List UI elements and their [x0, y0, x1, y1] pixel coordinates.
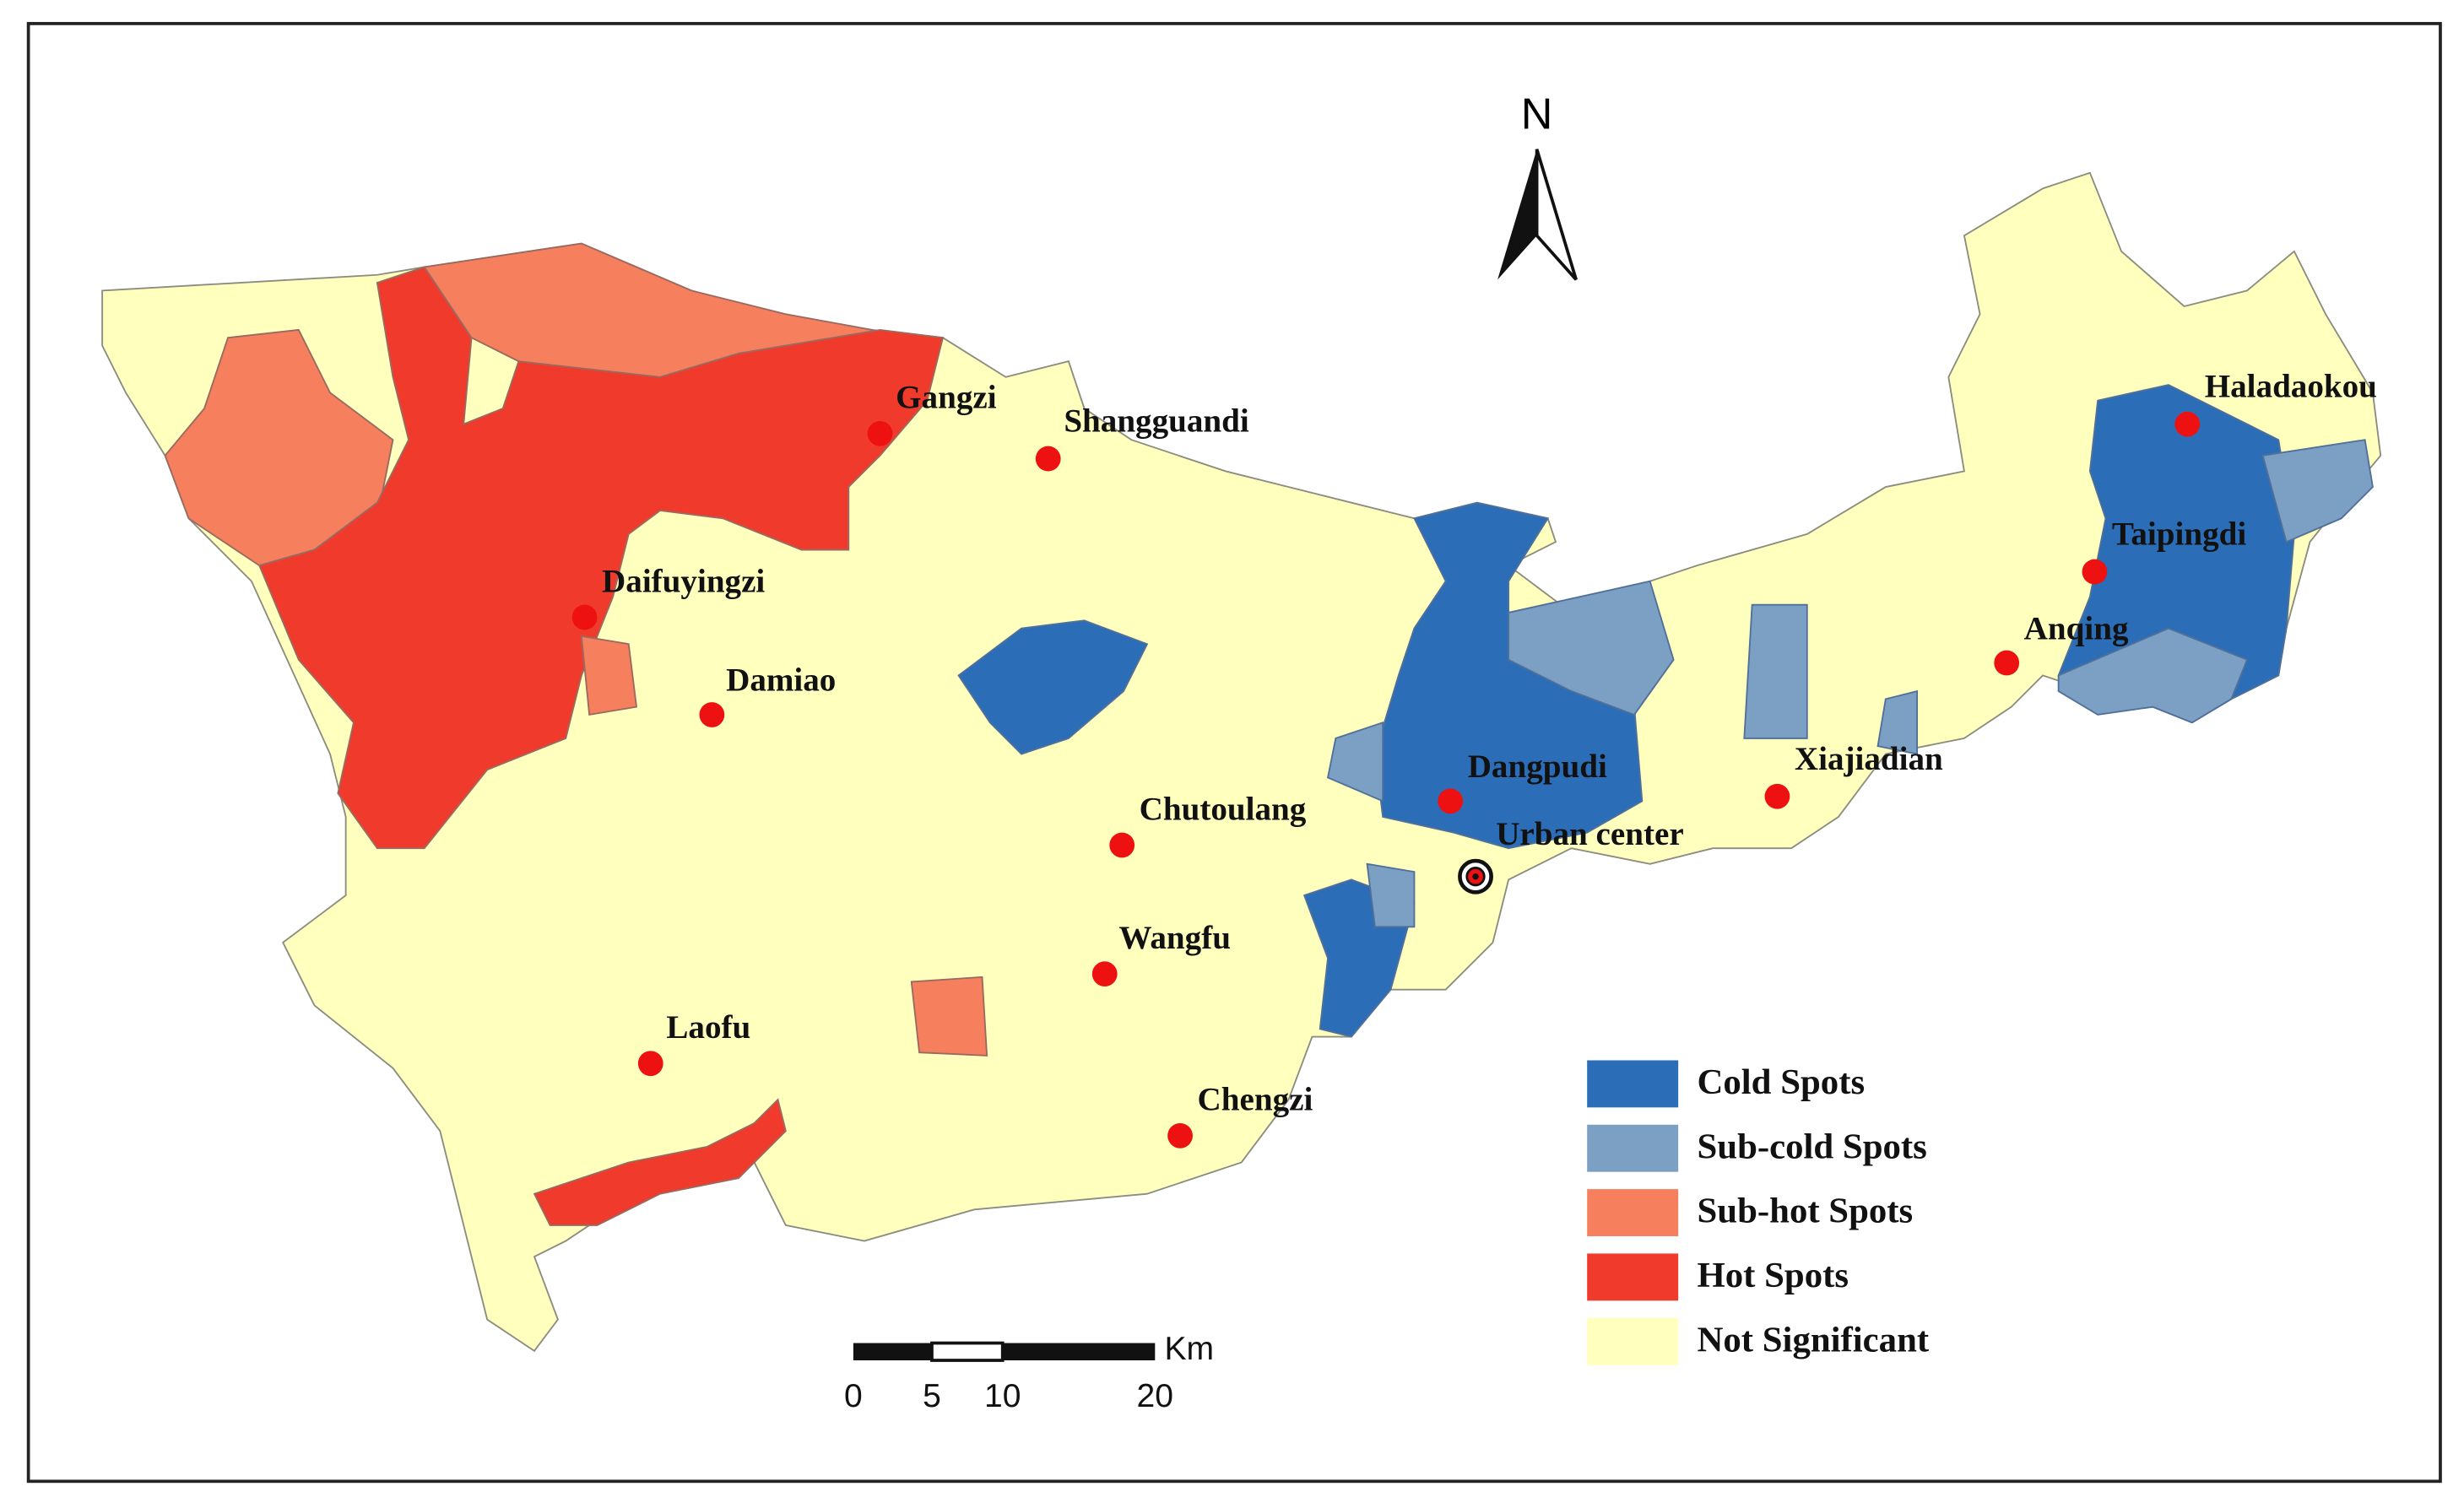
north-arrow: N — [1497, 90, 1578, 281]
region-sub-cold — [1876, 689, 1919, 755]
region-hot — [533, 1098, 787, 1226]
region-cold — [957, 619, 1149, 755]
place-marker — [2082, 559, 2108, 585]
legend-swatch — [1587, 1124, 1679, 1172]
place-marker — [1091, 961, 1118, 986]
place-marker — [637, 1051, 663, 1077]
place-marker — [699, 702, 725, 727]
scale-segment — [930, 1341, 1005, 1362]
place-label: Shangguandi — [1064, 403, 1249, 440]
place-label: Taipingdi — [2112, 516, 2246, 553]
legend-label: Hot Spots — [1697, 1256, 1849, 1295]
region-sub-cold — [1743, 603, 1808, 739]
place-marker — [1167, 1122, 1193, 1149]
region-sub-cold — [1326, 721, 1384, 803]
place-marker — [1438, 788, 1464, 814]
place-label: Laofu — [666, 1009, 750, 1046]
north-arrow-left — [1497, 149, 1537, 280]
scale-segment — [1002, 1343, 1156, 1361]
legend-swatch — [1587, 1253, 1679, 1301]
region-sub-cold — [2261, 439, 2374, 543]
scale-label: 10 — [984, 1378, 1021, 1414]
place-marker — [571, 604, 598, 630]
place-label: Wangfu — [1118, 920, 1230, 956]
urban-marker — [1472, 873, 1479, 880]
north-arrow-right — [1535, 149, 1578, 281]
scale-label: 5 — [923, 1378, 941, 1414]
place-marker — [1035, 446, 1061, 472]
legend-label: Not Significant — [1697, 1320, 1929, 1359]
legend-swatch — [1587, 1060, 1679, 1108]
region-sub-cold — [1366, 862, 1416, 928]
regions — [101, 171, 2382, 1353]
legend-label: Sub-cold Spots — [1697, 1127, 1926, 1166]
place-label: Anqing — [2024, 610, 2129, 646]
legend-label: Cold Spots — [1697, 1062, 1865, 1102]
place-label: Chengzi — [1198, 1082, 1313, 1118]
place-marker — [1109, 832, 1135, 858]
place-label: Damiao — [726, 662, 836, 699]
legend-swatch — [1587, 1317, 1679, 1365]
place-marker — [1764, 783, 1790, 809]
place-marker — [2174, 411, 2201, 437]
legend-swatch — [1587, 1189, 1679, 1236]
region-sub-cold — [1508, 580, 1675, 716]
place-label: Haladaokou — [2205, 369, 2377, 405]
scale-label: 0 — [844, 1378, 863, 1414]
place-label: Daifuyingzi — [602, 563, 765, 599]
legend-label: Sub-hot Spots — [1697, 1192, 1913, 1231]
north-label: N — [1521, 90, 1553, 139]
place-label: Dangpudi — [1468, 749, 1607, 785]
place-label: Xiajiadian — [1795, 741, 1943, 777]
region-cold — [1373, 501, 1644, 850]
place-marker — [1994, 650, 2020, 676]
place-label: Gangzi — [896, 380, 997, 416]
place-label: Chutoulang — [1140, 791, 1307, 827]
region-sub-cold — [2057, 627, 2249, 724]
region-hot — [257, 266, 945, 850]
place-marker — [867, 420, 893, 446]
region-sub-hot — [910, 976, 988, 1057]
scale-label: 20 — [1137, 1378, 1173, 1414]
scale-unit: Km — [1164, 1331, 1214, 1367]
region-sub-hot — [580, 635, 638, 716]
scale-segment — [853, 1343, 932, 1361]
urban-label: Urban center — [1496, 816, 1683, 852]
scale-bar — [853, 1341, 1156, 1362]
